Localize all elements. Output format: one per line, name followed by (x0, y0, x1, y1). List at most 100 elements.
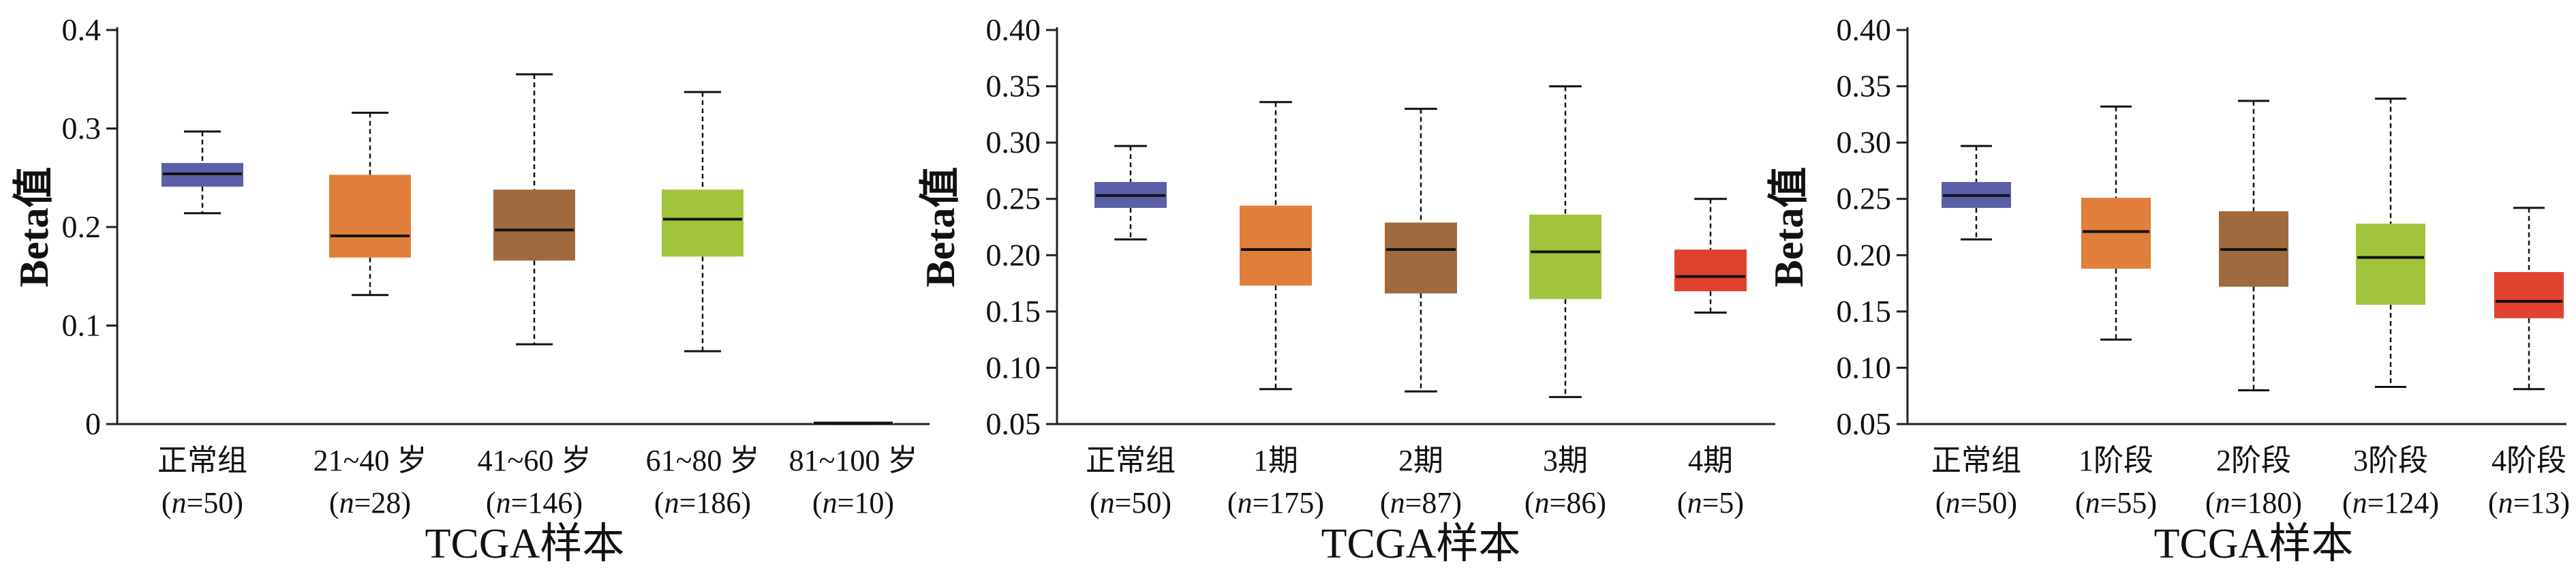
equals-sign: = (1550, 486, 1567, 520)
paren-open: ( (329, 486, 339, 520)
equals-sign: = (1253, 486, 1270, 520)
y-tick-label: 0.30 (1837, 125, 1892, 160)
n-value: 50 (1977, 486, 2007, 520)
category-label: 正常组 (157, 444, 247, 477)
y-tick-label: 0.35 (1837, 69, 1892, 104)
box-1 (162, 130, 243, 215)
equals-sign: = (511, 486, 528, 520)
y-tick-label: 0.30 (986, 125, 1041, 160)
n-symbol: n (1390, 486, 1405, 520)
chart-panel-2: 0.05 0.10 0.15 0.20 0.25 0.30 0.35 0.40 Beta值 TCG… (918, 12, 1775, 567)
box-2 (2081, 105, 2151, 341)
category-label: 4期 (1688, 444, 1733, 477)
paren-open: ( (2205, 486, 2215, 520)
paren-close: ) (401, 486, 411, 520)
equals-sign: = (679, 486, 696, 520)
box-4 (1529, 85, 1601, 398)
y-tick-label: 0.40 (1837, 12, 1892, 47)
box-3 (1385, 108, 1457, 393)
box-3 (493, 73, 575, 346)
paren-close: ) (233, 486, 243, 520)
y-tick-label: 0.25 (1837, 181, 1892, 216)
y-tick-label: 0.15 (986, 294, 1041, 329)
equals-sign: = (1405, 486, 1422, 520)
category-label: 61~80 岁 (646, 444, 760, 477)
x-axis-label: TCGA样本 (2154, 521, 2354, 567)
n-symbol: n (1687, 486, 1702, 520)
box-2 (329, 111, 411, 297)
category-label: 2期 (1398, 444, 1443, 477)
category-n-label: (n=50) (1935, 486, 2017, 520)
category-n-label: (n=5) (1677, 486, 1744, 520)
category-label: 21~40 岁 (313, 444, 427, 477)
category-n-label: (n=186) (654, 486, 751, 520)
category-n-label: (n=10) (812, 486, 894, 520)
paren-close: ) (1596, 486, 1606, 520)
n-value: 50 (203, 486, 233, 520)
iqr-box (2494, 272, 2564, 318)
paren-open: ( (812, 486, 823, 520)
category-n-label: (n=175) (1227, 486, 1324, 520)
paren-open: ( (1380, 486, 1390, 520)
category-label: 4阶段 (2491, 444, 2566, 477)
equals-sign: = (2513, 486, 2530, 520)
paren-close: ) (2429, 486, 2439, 520)
n-value: 86 (1566, 486, 1596, 520)
equals-sign: = (2230, 486, 2248, 520)
paren-open: ( (162, 486, 172, 520)
equals-sign: = (1702, 486, 1719, 520)
n-symbol: n (2352, 486, 2367, 520)
category-n-label: (n=87) (1380, 486, 1462, 520)
category-n-label: (n=50) (1090, 486, 1171, 520)
n-value: 5 (1719, 486, 1734, 520)
x-axis-label: TCGA样本 (1321, 521, 1521, 567)
category-n-label: (n=86) (1524, 486, 1606, 520)
n-symbol: n (496, 486, 511, 520)
box-1 (1942, 145, 2011, 241)
y-tick-label: 0.35 (986, 69, 1041, 104)
paren-open: ( (486, 486, 496, 520)
y-axis-label: Beta值 (12, 167, 57, 288)
paren-close: ) (572, 486, 583, 520)
n-value: 50 (1131, 486, 1161, 520)
y-tick-label: 0.20 (1837, 237, 1892, 272)
iqr-box (662, 190, 743, 257)
y-tick-label: 0 (85, 406, 101, 441)
n-symbol: n (2498, 486, 2513, 520)
paren-open: ( (2342, 486, 2352, 520)
n-symbol: n (1100, 486, 1115, 520)
equals-sign: = (838, 486, 855, 520)
equals-sign: = (2100, 486, 2117, 520)
category-label: 41~60 岁 (478, 444, 592, 477)
iqr-box (493, 190, 575, 261)
y-tick-label: 0.1 (62, 308, 102, 343)
n-symbol: n (664, 486, 679, 520)
iqr-box (1529, 214, 1601, 299)
paren-close: ) (2292, 486, 2302, 520)
iqr-box (2081, 198, 2151, 269)
category-label: 2阶段 (2216, 444, 2291, 477)
x-axis-label: TCGA样本 (425, 521, 625, 567)
box-3 (2219, 100, 2288, 391)
box-2 (1240, 101, 1312, 391)
paren-open: ( (1090, 486, 1100, 520)
category-n-label: (n=55) (2075, 486, 2157, 520)
n-value: 13 (2530, 486, 2560, 520)
y-tick-label: 0.05 (986, 406, 1041, 441)
paren-close: ) (2007, 486, 2017, 520)
paren-close: ) (1734, 486, 1744, 520)
n-value: 175 (1269, 486, 1314, 520)
category-label: 81~100 岁 (789, 444, 918, 477)
n-symbol: n (2215, 486, 2230, 520)
n-value: 186 (696, 486, 741, 520)
y-tick-label: 0.2 (62, 209, 102, 244)
paren-close: ) (741, 486, 751, 520)
chart-panel-3: 0.05 0.10 0.15 0.20 0.25 0.30 0.35 0.40 Beta值 TCG… (1766, 12, 2570, 567)
paren-open: ( (654, 486, 664, 520)
category-n-label: (n=180) (2205, 486, 2302, 520)
box-1 (1094, 145, 1167, 241)
category-n-label: (n=50) (162, 486, 243, 520)
n-value: 124 (2384, 486, 2429, 520)
n-symbol: n (1238, 486, 1253, 520)
